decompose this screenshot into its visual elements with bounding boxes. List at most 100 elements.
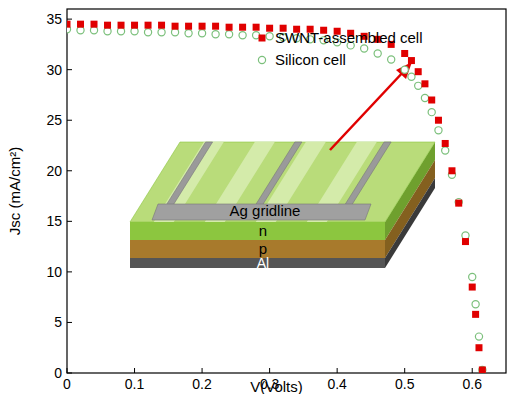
legend-label: SWNT-assembled cell [275, 29, 423, 46]
x-tick-label: 0.1 [125, 376, 145, 392]
data-point [401, 66, 408, 73]
data-point [225, 31, 232, 38]
data-point [77, 21, 84, 28]
data-point [462, 238, 469, 245]
y-tick-label: 5 [54, 314, 62, 330]
data-point [448, 167, 455, 174]
data-point [408, 57, 415, 64]
data-point [212, 23, 219, 30]
data-point [172, 23, 179, 30]
legend-label: Silicon cell [275, 51, 346, 68]
x-tick [269, 368, 270, 373]
data-point [239, 32, 246, 39]
data-point [442, 147, 449, 154]
legend-marker [258, 56, 265, 63]
data-group [67, 21, 486, 373]
data-point [144, 29, 151, 36]
data-point [185, 23, 192, 30]
y-tick-label: 20 [46, 163, 62, 179]
y-tick [67, 373, 72, 374]
data-point [472, 301, 479, 308]
arrow [330, 70, 405, 150]
y-tick [67, 271, 72, 272]
inset-label: Ag gridline [230, 202, 301, 219]
data-point [421, 80, 428, 87]
x-tick-label: 0.6 [462, 376, 482, 392]
data-point [475, 333, 482, 340]
data-point [421, 94, 428, 101]
data-point [469, 284, 476, 291]
data-point [185, 30, 192, 37]
data-point [415, 68, 422, 75]
data-point [401, 50, 408, 57]
plot-frame [67, 9, 506, 373]
data-point [104, 28, 111, 35]
data-point [415, 82, 422, 89]
data-point [442, 140, 449, 147]
data-point [117, 28, 124, 35]
y-tick-label: 30 [46, 62, 62, 78]
data-point [104, 22, 111, 29]
data-point [408, 73, 415, 80]
data-point [374, 50, 381, 57]
data-point [77, 27, 84, 34]
x-tick [472, 368, 473, 373]
top-face [130, 142, 435, 222]
x-tick [404, 368, 405, 373]
data-point [171, 29, 178, 36]
y-tick-label: 0 [54, 365, 62, 381]
data-point [428, 109, 435, 116]
y-axis-title: Jsc (mA/cm²) [6, 147, 23, 235]
inset-schematic: Ag gridlinenpAl [130, 142, 435, 271]
y-tick-label: 35 [46, 11, 62, 27]
data-point [131, 22, 138, 29]
data-point [435, 117, 442, 124]
x-tick-label: 0.5 [395, 376, 415, 392]
y-tick [67, 69, 72, 70]
x-tick-label: 0.4 [327, 376, 347, 392]
inset-label: Al [257, 255, 269, 271]
gridline [161, 142, 213, 214]
y-tick-label: 10 [46, 264, 62, 280]
data-point [435, 127, 442, 134]
x-tick [134, 368, 135, 373]
y-tick [67, 170, 72, 171]
y-tick [67, 221, 72, 222]
data-point [253, 24, 260, 31]
legend-marker [259, 35, 266, 42]
y-tick [67, 19, 72, 20]
data-point [67, 21, 71, 28]
x-tick [67, 368, 68, 373]
data-point [226, 24, 233, 31]
data-point [479, 366, 486, 373]
x-tick-label: 0.2 [192, 376, 212, 392]
data-point [428, 97, 435, 104]
data-point [158, 22, 165, 29]
data-point [118, 22, 125, 29]
y-tick-label: 15 [46, 213, 62, 229]
data-point [455, 200, 462, 207]
data-point [266, 33, 273, 40]
data-point [158, 29, 165, 36]
gridline [339, 142, 391, 214]
data-point [462, 232, 469, 239]
data-point [472, 311, 479, 318]
data-point [388, 56, 395, 63]
data-point [145, 22, 152, 29]
inset-label: n [259, 222, 267, 239]
data-point [199, 23, 206, 30]
data-point [212, 31, 219, 38]
data-point [455, 199, 462, 206]
data-point [266, 25, 273, 32]
y-tick [67, 120, 72, 121]
y-tick-label: 25 [46, 112, 62, 128]
data-point [198, 30, 205, 37]
data-point [479, 366, 486, 373]
x-tick [202, 368, 203, 373]
x-axis-title: V(Volts) [250, 378, 303, 394]
data-point [239, 24, 246, 31]
chart: 00.10.20.30.40.50.605101520253035V(Volts… [0, 0, 511, 394]
legend: SWNT-assembled cell Silicon cell [258, 29, 422, 68]
y-tick [67, 322, 72, 323]
data-point [91, 21, 98, 28]
